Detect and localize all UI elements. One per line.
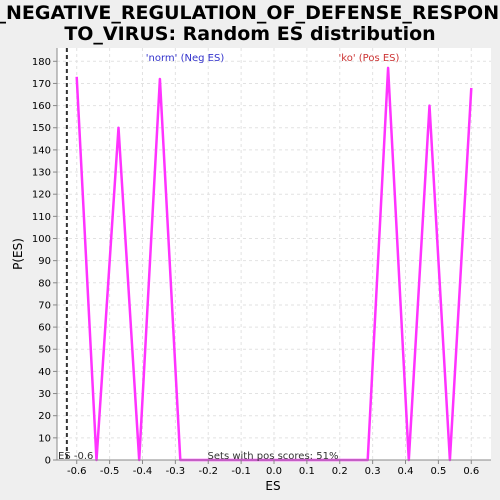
x-tick-label: 0.1 xyxy=(299,466,315,477)
y-tick-label: 10 xyxy=(38,433,51,444)
chart-title-line1: GO_NEGATIVE_REGULATION_OF_DEFENSE_RESPON… xyxy=(0,2,500,24)
y-tick-label: 20 xyxy=(38,411,51,422)
grid-lines xyxy=(57,48,491,460)
y-tick-label: 70 xyxy=(38,300,51,311)
x-tick-label: -0.6 xyxy=(67,466,87,477)
neg-es-label: 'norm' (Neg ES) xyxy=(146,53,225,64)
y-tick-label: 140 xyxy=(32,145,51,156)
y-tick-label: 50 xyxy=(38,345,51,356)
y-tick-label: 100 xyxy=(32,234,51,245)
x-tick-label: -0.2 xyxy=(198,466,218,477)
y-tick-label: 90 xyxy=(38,256,51,267)
y-axis-label: P(ES) xyxy=(11,238,25,270)
x-tick-label: 0.2 xyxy=(332,466,348,477)
y-tick-label: 60 xyxy=(38,323,51,334)
y-tick-label: 80 xyxy=(38,278,51,289)
y-tick-label: 170 xyxy=(32,79,51,90)
x-axis-ticks: -0.6 -0.5 -0.4 -0.3 -0.2 -0.1 0.0 0.1 0.2 0.3 0.4 0… xyxy=(67,460,479,477)
y-tick-label: 130 xyxy=(32,168,51,179)
x-tick-label: -0.1 xyxy=(231,466,251,477)
pos-es-label: 'ko' (Pos ES) xyxy=(339,53,400,64)
y-tick-label: 30 xyxy=(38,389,51,400)
y-tick-label: 160 xyxy=(32,101,51,112)
y-tick-label: 180 xyxy=(32,57,51,68)
es-marker-label: ES -0.6 xyxy=(58,451,93,462)
x-tick-label: -0.4 xyxy=(133,466,153,477)
x-tick-label: -0.3 xyxy=(166,466,186,477)
y-tick-label: 0 xyxy=(45,456,51,467)
y-tick-label: 40 xyxy=(38,367,51,378)
x-tick-label: 0.5 xyxy=(430,466,446,477)
x-tick-label: 0.3 xyxy=(365,466,381,477)
x-axis-label: ES xyxy=(265,479,280,493)
y-axis-ticks: 0 10 20 30 40 50 60 70 80 90 100 110 120 130 140 150 160… xyxy=(32,57,57,467)
x-tick-label: 0.4 xyxy=(398,466,414,477)
x-tick-label: 0.6 xyxy=(463,466,479,477)
y-tick-label: 150 xyxy=(32,123,51,134)
chart-title-line2: TO_VIRUS: Random ES distribution xyxy=(64,23,435,45)
x-tick-label: -0.5 xyxy=(100,466,120,477)
pos-scores-note: Sets with pos scores: 51% xyxy=(208,451,339,462)
y-tick-label: 110 xyxy=(32,212,51,223)
x-tick-label: 0.0 xyxy=(266,466,282,477)
y-tick-label: 120 xyxy=(32,190,51,201)
